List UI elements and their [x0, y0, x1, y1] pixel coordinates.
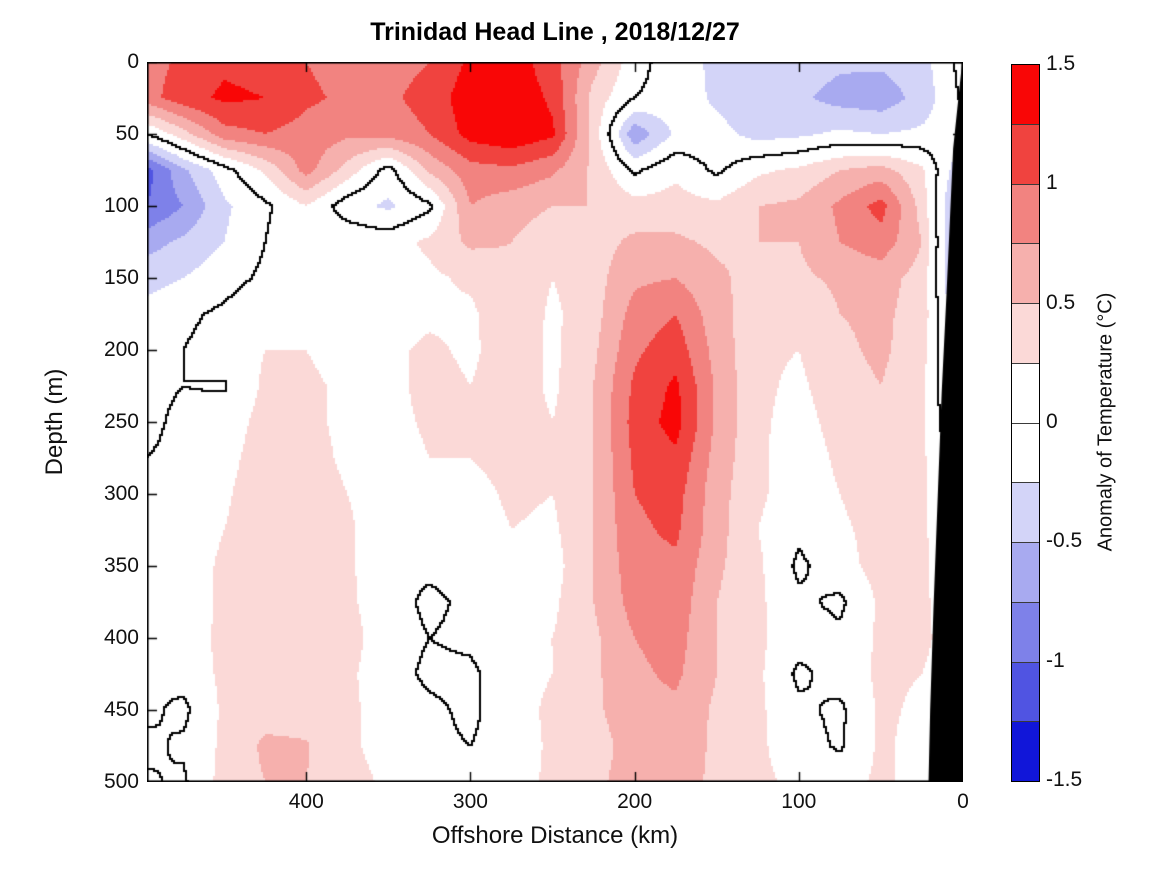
- colorbar-tick-label: -1.5: [1046, 768, 1083, 791]
- colorbar-tick-label: 1.5: [1046, 52, 1076, 75]
- y-tick-label: 400: [103, 626, 139, 649]
- x-tick-label: 0: [957, 790, 969, 813]
- y-tick-label: 250: [103, 410, 139, 433]
- colorbar-tick-label: 0.5: [1046, 290, 1076, 314]
- y-tick-label: 450: [103, 698, 139, 721]
- colorbar-segment: [1012, 601, 1039, 662]
- colorbar-segment: [1012, 303, 1039, 363]
- colorbar-segment: [1012, 65, 1039, 124]
- x-tick-label: 400: [288, 790, 324, 813]
- x-axis-label: Offshore Distance (km): [431, 822, 679, 849]
- colorbar-segment: [1012, 123, 1039, 184]
- colorbar-tick-label: -1: [1046, 648, 1065, 672]
- y-tick-label: 150: [103, 266, 139, 289]
- colorbar-segment: [1012, 721, 1039, 781]
- colorbar-segment: [1012, 422, 1039, 483]
- colorbar-tick-label: 1: [1046, 171, 1058, 195]
- x-tick-label: 300: [452, 790, 488, 813]
- colorbar: [1011, 64, 1040, 782]
- y-tick-label: 500: [103, 770, 139, 793]
- x-tick-label: 100: [781, 790, 817, 813]
- y-tick-label: 0: [127, 50, 139, 73]
- colorbar-tick-label: -0.5: [1046, 529, 1083, 553]
- colorbar-segment: [1012, 183, 1039, 244]
- y-tick-label: 100: [103, 194, 139, 217]
- colorbar-segment: [1012, 362, 1039, 423]
- y-tick-label: 200: [103, 338, 139, 361]
- y-tick-label: 350: [103, 554, 139, 577]
- colorbar-segment: [1012, 542, 1039, 602]
- contour-plot-canvas: [147, 62, 963, 782]
- y-tick-label: 50: [115, 122, 139, 145]
- y-tick-label: 300: [103, 482, 139, 505]
- colorbar-segment: [1012, 243, 1039, 303]
- colorbar-segment: [1012, 482, 1039, 542]
- colorbar-segment: [1012, 661, 1039, 722]
- page-title: Trinidad Head Line , 2018/12/27: [370, 18, 740, 46]
- x-tick-label: 200: [617, 790, 653, 813]
- colorbar-tick-label: 0: [1046, 410, 1058, 433]
